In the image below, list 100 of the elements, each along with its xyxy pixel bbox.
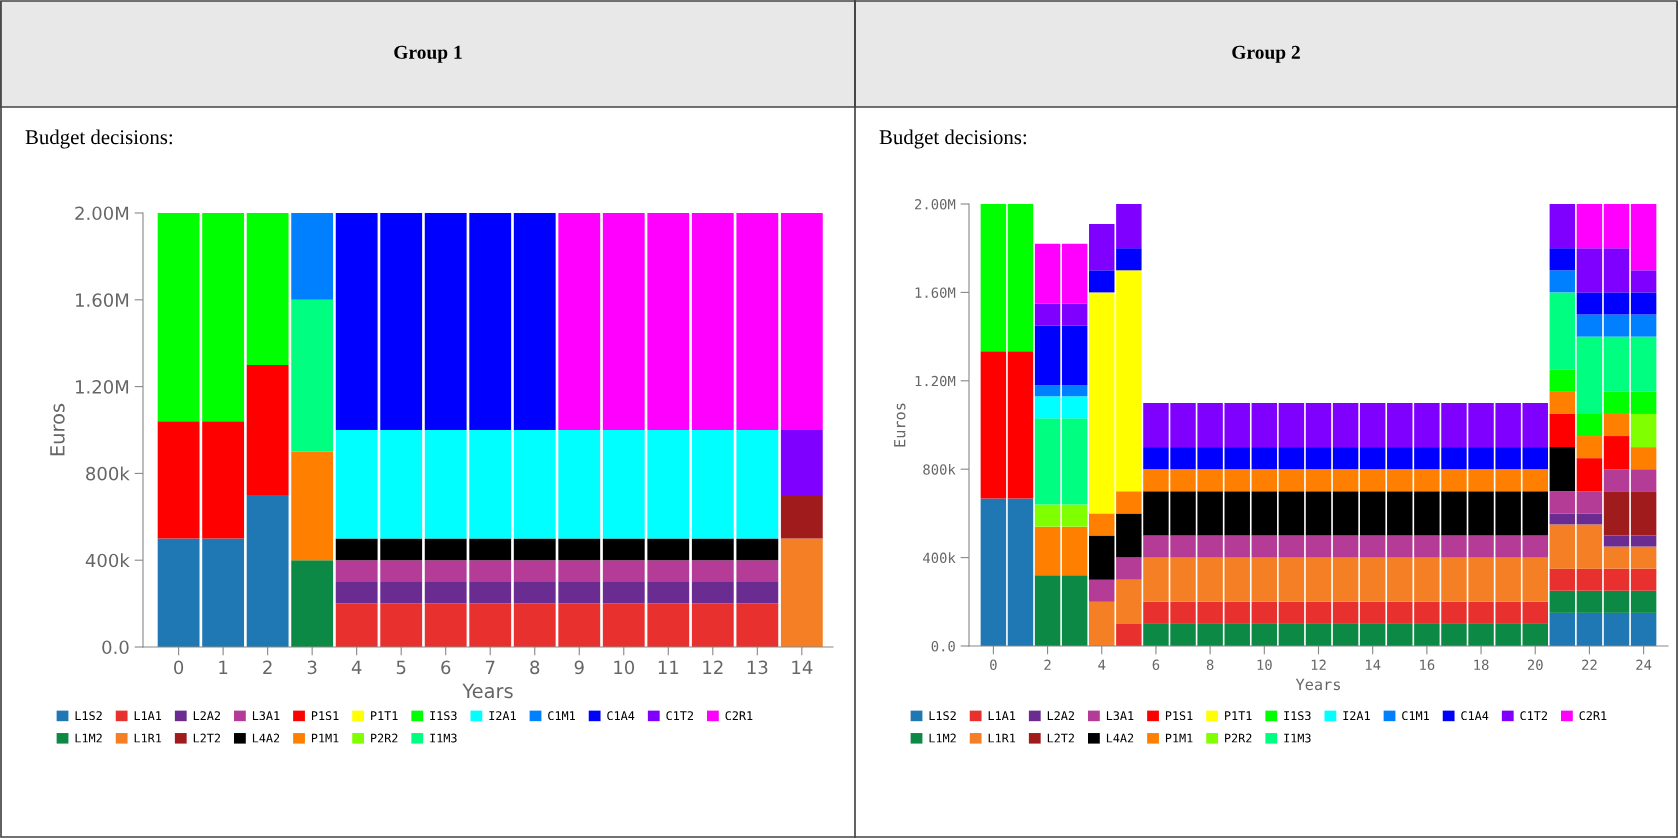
bar [1278,535,1305,558]
bar [202,213,245,422]
bar [1089,270,1115,293]
bar [1359,623,1386,646]
bar [424,603,467,647]
bar [1603,204,1630,249]
bar [1251,491,1278,536]
bar [1061,575,1088,646]
chart-subtitle: Budget decisions: [25,129,173,149]
legend-label: C2R1 [1579,711,1607,721]
x-tick-label: 0 [174,660,184,675]
legend-label: C1T2 [1520,711,1547,721]
legend-label: L1S2 [929,711,956,721]
bar [1251,557,1278,602]
legend-label: L1A1 [134,711,162,720]
bar [1576,248,1603,293]
bar [980,204,1007,352]
bar [380,213,423,430]
bar [602,538,645,561]
bar [469,538,512,561]
bar [1305,447,1332,470]
legend-label: L3A1 [1106,711,1134,721]
bar [1549,292,1576,370]
y-tick-label: 800k [923,463,956,475]
bar [1089,601,1115,646]
chart-subtitle: Budget decisions: [879,129,1027,149]
legend-label: L4A2 [1106,733,1134,743]
x-tick-label: 6 [441,660,451,675]
bar [1576,524,1603,569]
bar [1034,418,1061,505]
bar [1630,590,1657,613]
bar [1630,491,1657,536]
bar [558,430,601,539]
bar [647,213,690,430]
bar [1630,413,1657,448]
x-axis-title: Years [1295,678,1340,691]
bar [291,299,334,452]
bar [1549,491,1576,514]
bar [1007,204,1034,352]
y-tick-label: 0.0 [102,640,129,655]
legend-label: L2A2 [193,711,221,720]
x-tick-label: 10 [614,660,635,675]
bar [513,213,556,430]
legend-label: L2A2 [1047,711,1075,720]
bar [1630,391,1657,414]
legend-label: C1M1 [548,711,575,721]
bar [691,581,734,604]
bar [1116,557,1142,580]
bar [558,581,601,604]
bar [335,560,378,582]
x-tick-label: 8 [1206,659,1214,671]
bar [1305,491,1332,536]
bar [380,560,423,582]
bar [736,430,779,539]
bar [1576,612,1603,646]
bar [1603,568,1630,591]
bar [1278,491,1305,536]
bar [1305,623,1332,646]
bar [1576,491,1603,514]
bar [647,560,690,582]
bar [1332,557,1359,602]
bar [1116,270,1142,492]
bar [1007,498,1034,646]
x-tick-label: 4 [1098,659,1106,670]
legend-label: C1T2 [666,711,693,721]
bar [1576,204,1603,249]
x-tick-label: 12 [703,660,723,674]
bar [513,560,556,582]
bar [1034,396,1061,419]
bar [424,538,467,561]
bar [1116,491,1142,514]
bar [1522,469,1548,492]
bar [1576,292,1603,315]
bar [380,581,423,604]
bar [558,560,601,582]
bar [1332,491,1359,536]
bar [1089,223,1115,271]
bar [1630,336,1657,392]
bar [558,538,601,561]
bar [1359,601,1386,624]
bar [1576,458,1603,492]
bar [469,560,512,582]
bar [980,498,1007,646]
legend-label: L1M2 [75,733,102,743]
y-tick-label: 1.20M [915,375,956,387]
bar [1332,535,1359,558]
bar [157,538,200,647]
legend-label: L1R1 [134,733,162,743]
bar [335,603,378,647]
bar [1116,623,1142,646]
legend-label: P1S1 [311,711,339,721]
x-tick-label: 10 [1257,659,1272,671]
x-tick-label: 14 [1365,659,1381,670]
bar [1576,413,1603,437]
bar [1034,325,1061,386]
y-axis-title: Euros [50,403,65,456]
bar [602,603,645,647]
x-tick-label: 5 [396,660,406,675]
x-tick-label: 0 [990,659,997,671]
bar [1332,402,1359,448]
